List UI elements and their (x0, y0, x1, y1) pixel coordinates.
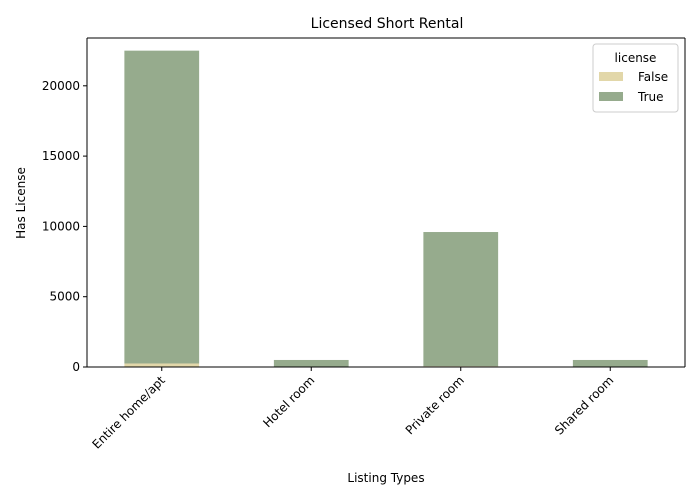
x-axis-label: Listing Types (347, 471, 424, 485)
y-tick-label: 15000 (42, 149, 80, 163)
y-tick-label: 0 (72, 360, 80, 374)
x-tick-label: Entire home/apt (89, 373, 168, 452)
x-tick-label: Hotel room (260, 373, 317, 430)
bar-true-1 (274, 360, 349, 367)
legend-label-true: True (637, 90, 664, 104)
y-tick-label: 5000 (49, 290, 80, 304)
legend: license False True (593, 44, 678, 112)
x-tick-label: Shared room (552, 373, 616, 437)
legend-label-false: False (638, 70, 668, 84)
x-tick-label: Private room (403, 373, 467, 437)
y-axis-label: Has License (14, 167, 28, 239)
y-tick-label: 20000 (42, 79, 80, 93)
y-tick-label: 10000 (42, 219, 80, 233)
chart-title: Licensed Short Rental (311, 16, 464, 32)
bar-true-2 (423, 232, 498, 366)
legend-swatch-false (599, 72, 623, 81)
legend-title: license (615, 51, 657, 65)
bars-layer (124, 51, 647, 367)
bar-true-3 (573, 360, 648, 367)
bar-true-0 (124, 51, 199, 364)
legend-swatch-true (599, 92, 623, 101)
bar-false-0 (124, 363, 199, 367)
